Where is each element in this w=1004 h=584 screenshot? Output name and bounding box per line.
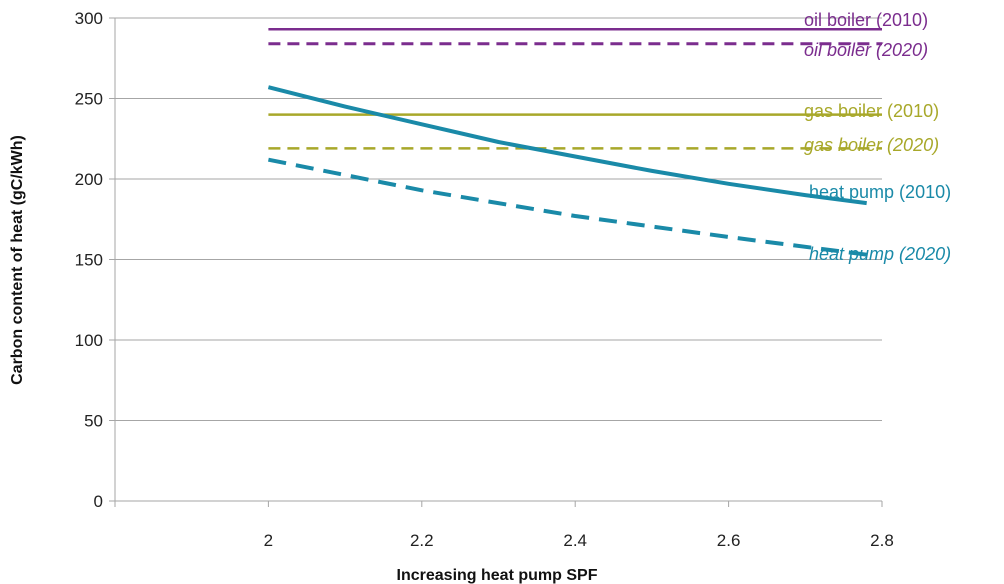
axes: 0 50 100 150 200 250 300 2 2.2 2.4 2.6 2.8 bbox=[75, 9, 894, 550]
y-axis-title: Carbon content of heat (gC/kWh) bbox=[9, 135, 26, 385]
label-heat-pump-2010: heat pump (2010) bbox=[809, 182, 951, 202]
label-heat-pump-2020: heat pump (2020) bbox=[809, 244, 951, 264]
y-tick-label: 0 bbox=[94, 492, 103, 511]
label-oil-boiler-2020: oil boiler (2020) bbox=[804, 40, 928, 60]
y-tick-label: 200 bbox=[75, 170, 103, 189]
label-gas-boiler-2010: gas boiler (2010) bbox=[804, 101, 939, 121]
label-gas-boiler-2020: gas boiler (2020) bbox=[804, 135, 939, 155]
x-tick-label: 2 bbox=[264, 531, 273, 550]
y-tick-label: 50 bbox=[84, 412, 103, 431]
x-tick-label: 2.8 bbox=[870, 531, 894, 550]
x-tick-label: 2.2 bbox=[410, 531, 434, 550]
label-oil-boiler-2010: oil boiler (2010) bbox=[804, 10, 928, 30]
y-tick-label: 300 bbox=[75, 9, 103, 28]
series-line-heat-pump-2020 bbox=[268, 157, 867, 257]
series-lines bbox=[267, 28, 882, 257]
x-tick-label: 2.6 bbox=[717, 531, 741, 550]
x-tick-label: 2.4 bbox=[563, 531, 587, 550]
y-tick-label: 100 bbox=[75, 331, 103, 350]
x-axis-title: Increasing heat pump SPF bbox=[397, 567, 598, 584]
y-tick-label: 250 bbox=[75, 90, 103, 109]
series-line-heat-pump-2010 bbox=[267, 85, 867, 206]
y-tick-label: 150 bbox=[75, 251, 103, 270]
gridlines bbox=[115, 17, 882, 421]
